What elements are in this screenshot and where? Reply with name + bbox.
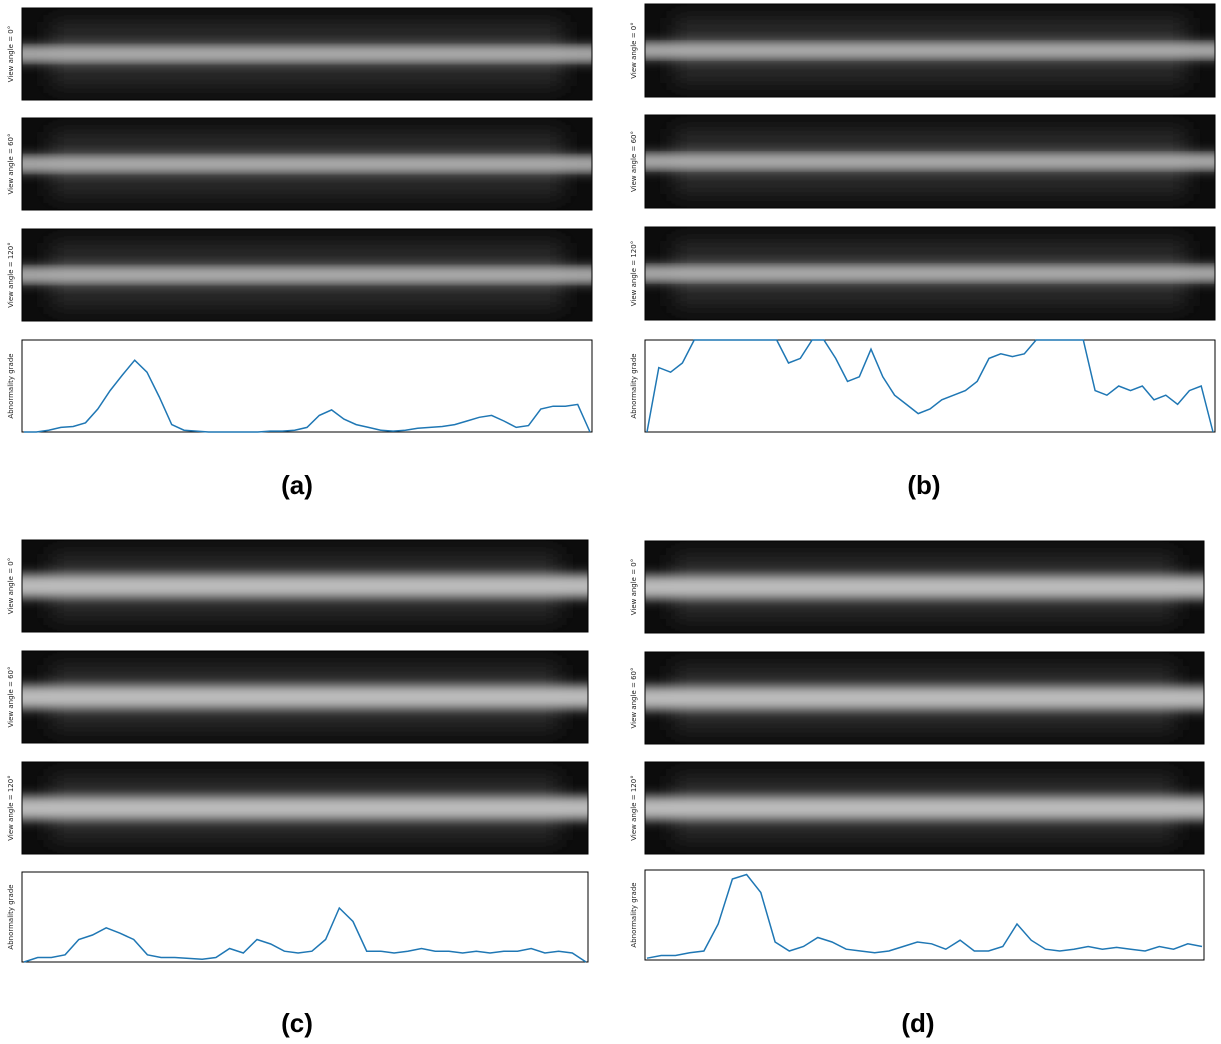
image-content [22,242,592,308]
vessel-core [22,271,592,279]
image-content [645,128,1215,195]
view-label: View angle = 120° [7,242,15,307]
vessel-core [22,580,588,592]
view-label: View angle = 0° [630,22,638,79]
vessel-image [21,761,589,855]
y-axis-label: Abnormality grade [7,353,15,418]
image-content [22,21,592,87]
plot-frame [21,871,589,963]
vessel-image [21,7,593,101]
plot-frame [644,339,1216,433]
panel-label: (b) [907,470,940,500]
vessel-image [21,117,593,211]
image-content [22,553,588,619]
panel-label: (a) [281,470,313,500]
image-frame [644,651,1205,745]
image-frame [644,761,1205,855]
vessel-image [21,228,593,322]
view-label: View angle = 60° [7,667,15,728]
panel-label: (c) [281,1008,313,1038]
view-label: View angle = 0° [7,26,15,83]
view-label: View angle = 0° [630,559,638,616]
image-content [22,664,588,730]
vessel-image [644,114,1216,209]
vessel-core [22,802,588,814]
image-frame [21,228,593,322]
y-axis-label: Abnormality grade [7,884,15,949]
vessel-core [645,692,1204,704]
vessel-image [644,226,1216,321]
vessel-core [22,50,592,58]
image-frame [644,226,1216,321]
vessel-core [645,802,1204,814]
image-frame [21,761,589,855]
line [646,339,1214,433]
vessel-core [22,691,588,703]
image-content [22,775,588,841]
image-content [22,131,592,197]
image-content [645,240,1215,307]
view-label: View angle = 0° [7,558,15,615]
vessel-image [644,651,1205,745]
image-frame [644,540,1205,634]
vessel-image [644,761,1205,855]
view-label: View angle = 60° [7,134,15,195]
panel-label: (d) [901,1008,934,1038]
vessel-core [645,270,1215,277]
vessel-core [645,581,1204,593]
image-frame [644,114,1216,209]
line [24,359,591,433]
image-frame [21,650,589,744]
vessel-image [644,3,1216,98]
view-label: View angle = 60° [630,131,638,192]
image-content [645,17,1215,84]
image-content [645,554,1204,620]
vessel-image [21,539,589,633]
view-label: View angle = 120° [630,241,638,306]
plot-frame [21,339,593,433]
y-axis-label: Abnormality grade [630,882,638,947]
image-frame [21,117,593,211]
view-label: View angle = 120° [630,775,638,840]
vessel-image [21,650,589,744]
plot-frame [644,869,1205,961]
image-frame [644,3,1216,98]
image-frame [21,7,593,101]
image-content [645,665,1204,731]
y-axis-label: Abnormality grade [630,353,638,418]
view-label: View angle = 60° [630,668,638,729]
vessel-core [645,158,1215,165]
line [646,873,1203,959]
image-frame [21,539,589,633]
vessel-image [644,540,1205,634]
image-content [645,775,1204,841]
vessel-core [22,160,592,168]
view-label: View angle = 120° [7,775,15,840]
vessel-core [645,47,1215,54]
line [23,906,587,963]
